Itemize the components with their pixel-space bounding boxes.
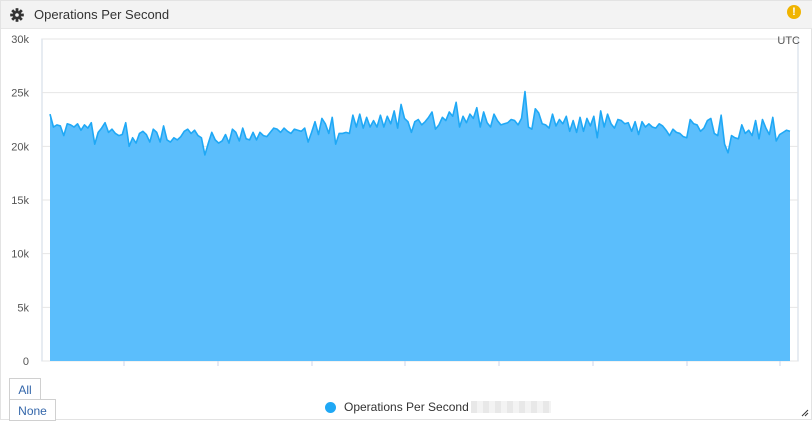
warning-icon[interactable]: ! xyxy=(787,5,801,19)
y-tick-label: 30k xyxy=(11,34,29,46)
resize-handle-icon[interactable] xyxy=(801,409,809,417)
gear-icon[interactable] xyxy=(9,7,25,23)
y-tick-label: 5k xyxy=(17,302,29,314)
series-area xyxy=(50,91,790,361)
y-tick-label: 15k xyxy=(11,195,29,207)
panel-title: Operations Per Second xyxy=(34,7,170,22)
timezone-label: UTC xyxy=(777,35,800,47)
legend-marker xyxy=(325,401,336,413)
show-none-button[interactable]: None xyxy=(9,399,56,421)
y-tick-label: 10k xyxy=(11,249,29,261)
legend-item[interactable]: Operations Per Second xyxy=(325,398,551,416)
y-tick-label: 25k xyxy=(11,88,29,100)
area-chart: 05k10k15k20k25k30k04:0008:0012:0016:0020… xyxy=(11,34,800,368)
panel-header: Operations Per Second ! xyxy=(1,1,812,29)
series-line xyxy=(49,90,791,156)
y-tick-label: 0 xyxy=(23,356,29,368)
y-tick-label: 20k xyxy=(11,141,29,153)
legend-label: Operations Per Second xyxy=(344,400,469,414)
redacted-text xyxy=(470,401,551,413)
show-all-button[interactable]: All xyxy=(9,378,41,402)
